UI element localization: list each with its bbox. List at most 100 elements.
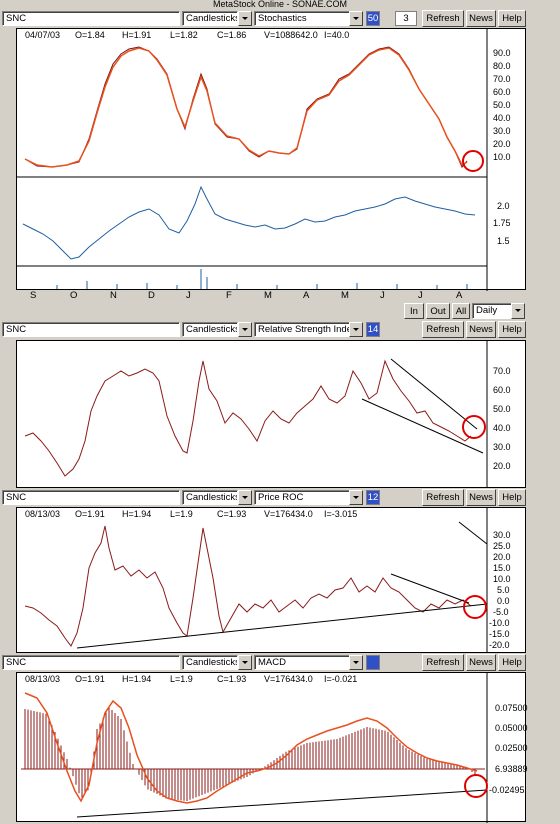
refresh-button[interactable]: Refresh xyxy=(422,654,464,671)
axis-label: 15.0 xyxy=(493,563,511,573)
chart-type-select[interactable]: Candlesticks xyxy=(182,11,238,26)
news-button[interactable]: News xyxy=(466,321,496,338)
axis-label: -5.0 xyxy=(493,607,509,617)
axis-label: -0.02495 xyxy=(489,785,525,795)
quote-low: L=1.9 xyxy=(170,509,193,519)
all-button[interactable]: All xyxy=(452,303,470,319)
indicator-select[interactable]: MACD xyxy=(254,655,350,670)
news-button[interactable]: News xyxy=(466,10,496,27)
param-field[interactable]: 12 xyxy=(366,490,380,505)
indicator-select[interactable]: Price ROC xyxy=(254,490,350,505)
macd-plot: 0.07500 0.05000 0.02500 6.93889 -0.02495 xyxy=(21,673,528,823)
chevron-down-icon[interactable] xyxy=(238,11,252,26)
axis-label: -10.0 xyxy=(489,618,510,628)
axis-label: 60.0 xyxy=(493,385,511,395)
chevron-down-icon[interactable] xyxy=(349,11,363,26)
month-label: M xyxy=(264,290,272,301)
quote-low: L=1.9 xyxy=(170,674,193,684)
period-select[interactable]: Daily xyxy=(472,303,512,319)
chevron-down-icon[interactable] xyxy=(349,322,363,337)
axis-label: -20.0 xyxy=(489,640,510,650)
axis-label: 1.5 xyxy=(497,236,510,246)
axis-label: 40.0 xyxy=(493,423,511,433)
axis-label: 5.0 xyxy=(497,585,510,595)
axis-label: 60.0 xyxy=(493,87,511,97)
month-label: M xyxy=(341,290,349,301)
month-label: A xyxy=(456,290,463,301)
roc-plot: 30.0 25.0 20.0 15.0 10.0 5.0 0.0 -5.0 -1… xyxy=(24,508,511,654)
chevron-down-icon[interactable] xyxy=(238,655,252,670)
quote-volume: V=176434.0 xyxy=(264,509,313,519)
zoom-in-button[interactable]: In xyxy=(404,303,424,319)
param-field[interactable]: 14 xyxy=(366,322,380,337)
month-label: J xyxy=(418,290,423,301)
month-label: A xyxy=(303,290,310,301)
help-button[interactable]: Help xyxy=(498,489,526,506)
axis-label: 90.0 xyxy=(493,48,511,58)
roc-chart[interactable]: 08/13/03 O=1.91 H=1.94 L=1.9 C=1.93 V=17… xyxy=(16,507,526,654)
quote-open: O=1.91 xyxy=(75,509,105,519)
month-label: S xyxy=(30,290,37,301)
help-button[interactable]: Help xyxy=(498,10,526,27)
chart-type-select[interactable]: Candlesticks xyxy=(182,322,238,337)
param-field[interactable]: 50 xyxy=(366,11,380,26)
axis-label: 6.93889 xyxy=(495,764,528,774)
chevron-down-icon[interactable] xyxy=(511,303,525,319)
month-label: J xyxy=(380,290,385,301)
refresh-button[interactable]: Refresh xyxy=(422,321,464,338)
axis-label: 30.0 xyxy=(493,530,511,540)
axis-label: 20.0 xyxy=(493,139,511,149)
chart-type-select[interactable]: Candlesticks xyxy=(182,490,238,505)
stochastics-plot: 90.0 80.0 70.0 60.0 50.0 40.0 30.0 20.0 … xyxy=(17,29,511,291)
help-button[interactable]: Help xyxy=(498,321,526,338)
symbol-field[interactable]: SNC xyxy=(2,322,180,337)
axis-label: 70.0 xyxy=(493,366,511,376)
quote-high: H=1.94 xyxy=(122,509,152,519)
refresh-button[interactable]: Refresh xyxy=(422,489,464,506)
refresh-button[interactable]: Refresh xyxy=(422,10,464,27)
quote-low: L=1.82 xyxy=(170,30,198,40)
symbol-field[interactable]: SNC xyxy=(2,490,180,505)
axis-label: 20.0 xyxy=(493,552,511,562)
indicator-select[interactable]: Relative Strength Index xyxy=(254,322,350,337)
axis-label: 2.0 xyxy=(497,201,510,211)
toolbar-macd: SNC Candlesticks MACD Refresh News Help xyxy=(0,653,560,672)
quote-close: C=1.93 xyxy=(217,509,247,519)
axis-label: 20.0 xyxy=(493,461,511,471)
toolbar-roc: SNC Candlesticks Price ROC 12 Refresh Ne… xyxy=(0,488,560,507)
param-field-2[interactable]: 3 xyxy=(395,11,417,26)
month-label: J xyxy=(186,290,191,301)
news-button[interactable]: News xyxy=(466,654,496,671)
chart-type-select[interactable]: Candlesticks xyxy=(182,655,238,670)
chevron-down-icon[interactable] xyxy=(238,490,252,505)
axis-label: 30.0 xyxy=(493,126,511,136)
news-button[interactable]: News xyxy=(466,489,496,506)
window-title: MetaStock Online - SONAE.COM xyxy=(212,0,348,9)
chevron-down-icon[interactable] xyxy=(238,322,252,337)
month-label: O xyxy=(70,290,78,301)
toolbar-rsi: SNC Candlesticks Relative Strength Index… xyxy=(0,320,560,339)
help-button[interactable]: Help xyxy=(498,654,526,671)
macd-histogram xyxy=(21,707,485,801)
symbol-field[interactable]: SNC xyxy=(2,11,180,26)
stochastics-chart[interactable]: 04/07/03 O=1.84 H=1.91 L=1.82 C=1.86 V=1… xyxy=(16,28,526,291)
symbol-field[interactable]: SNC xyxy=(2,655,180,670)
month-label: F xyxy=(226,290,232,301)
param-field[interactable] xyxy=(366,655,380,670)
rsi-chart[interactable]: 70.0 60.0 50.0 40.0 30.0 20.0 xyxy=(16,340,526,489)
quote-date: 04/07/03 xyxy=(25,30,61,40)
axis-label: 25.0 xyxy=(493,541,511,551)
quote-close: C=1.86 xyxy=(217,30,247,40)
indicator-select[interactable]: Stochastics xyxy=(254,11,350,26)
chevron-down-icon[interactable] xyxy=(349,490,363,505)
macd-chart[interactable]: 08/13/03 O=1.91 H=1.94 L=1.9 C=1.93 V=17… xyxy=(16,672,528,823)
quote-indicator: I=-0.021 xyxy=(324,674,358,684)
quote-high: H=1.91 xyxy=(122,30,152,40)
rsi-plot: 70.0 60.0 50.0 40.0 30.0 20.0 xyxy=(24,341,511,489)
zoom-out-button[interactable]: Out xyxy=(426,303,450,319)
month-axis: S O N D J F M A M J J A xyxy=(16,290,526,302)
chevron-down-icon[interactable] xyxy=(349,655,363,670)
quote-open: O=1.91 xyxy=(75,674,105,684)
quote-high: H=1.94 xyxy=(122,674,152,684)
quote-volume: V=176434.0 xyxy=(264,674,313,684)
